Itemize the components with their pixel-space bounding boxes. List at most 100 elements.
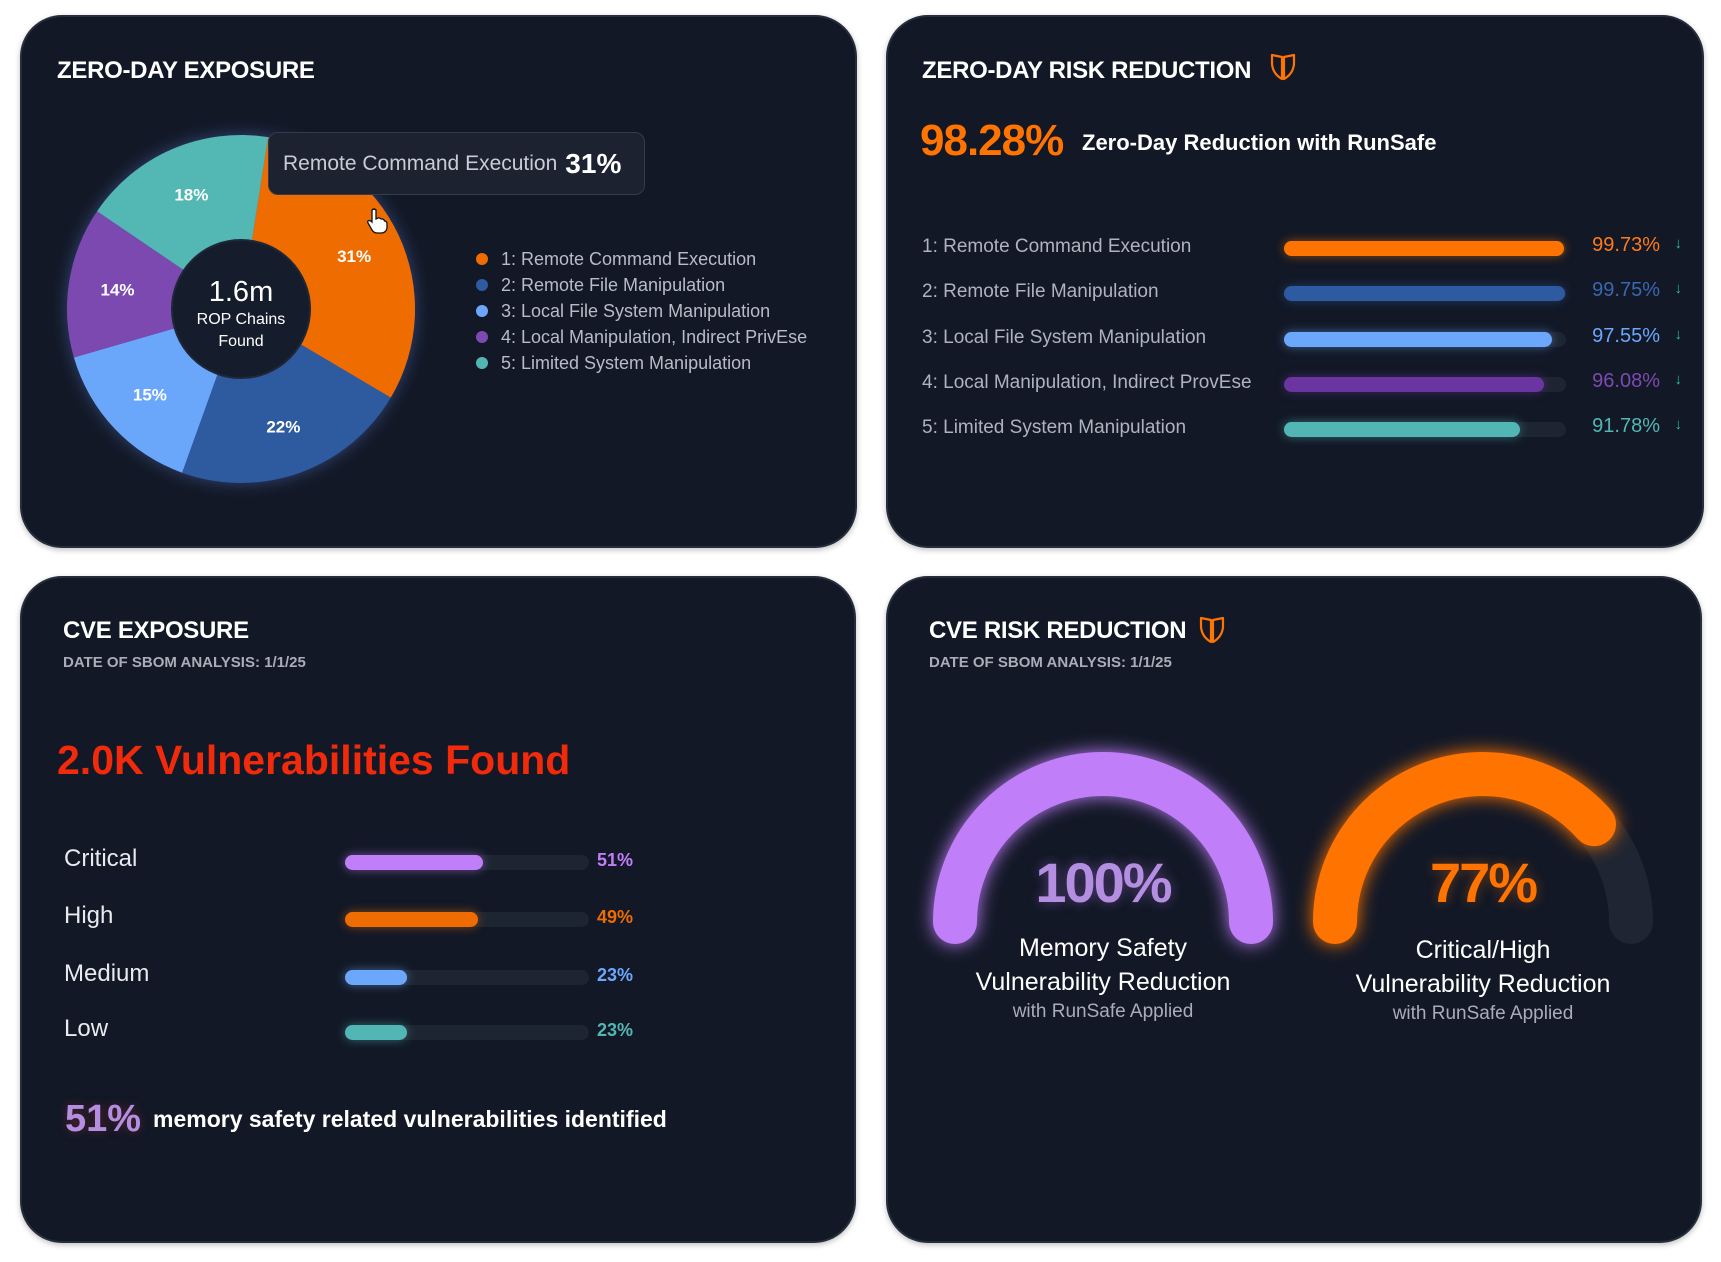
severity-value: 51% [597,850,634,870]
cve-reduction-gauges [933,752,1653,944]
arrow-down-icon: ↓ [1674,235,1683,252]
shield-icon [1199,616,1225,644]
severity-row: Medium 23% [64,960,664,994]
reduction-label: 2: Remote File Manipulation [922,281,1159,302]
arrow-down-icon: ↓ [1674,416,1683,433]
reduction-label: 1: Remote Command Execution [922,236,1192,257]
pie-slice-label: 31% [337,247,371,266]
cve-exposure-card [20,576,856,1243]
zero-day-pie-chart[interactable]: 31% 22% 15% 14% 18% 1.6m ROP Chains Found [41,109,441,509]
legend-label: 5: Limited System Manipulation [501,352,752,373]
gauge-label-line1: Memory Safety [1018,934,1188,962]
arrow-down-icon: ↓ [1674,371,1683,388]
memory-safety-value: 51% [65,1098,142,1140]
severity-bar-fill [345,970,408,985]
gauge-label-line2: Vulnerability Reduction [975,968,1231,996]
reduction-bar-track [1284,377,1566,392]
severity-row: High 49% [64,902,664,936]
pie-slice-label: 15% [133,386,167,405]
reduction-value: 99.73% [1592,234,1660,256]
vulnerabilities-headline: 2.0K Vulnerabilities Found [57,737,571,783]
legend-item[interactable]: 4: Local Manipulation, Indirect PrivEse [476,324,807,350]
severity-value: 49% [597,907,634,927]
gauge-value: 100% [1035,851,1172,914]
legend-item[interactable]: 3: Local File System Manipulation [476,298,807,324]
gauge-label-line1: Critical/High [1415,936,1551,964]
severity-value: 23% [597,965,634,985]
severity-label: Medium [64,960,150,987]
gauge-sublabel: with RunSafe Applied [1012,1001,1194,1022]
reduction-bar-fill [1284,286,1565,301]
reduction-value: 91.78% [1592,415,1660,437]
severity-label: Low [64,1015,109,1042]
cve-risk-reduction-card [886,576,1702,1243]
legend-label: 2: Remote File Manipulation [501,274,726,295]
gauge-arc [1313,752,1617,944]
legend-item[interactable]: 2: Remote File Manipulation [476,272,807,298]
reduction-bar-track [1284,422,1566,437]
reduction-bar-track [1284,286,1566,301]
severity-bar-fill [345,912,478,927]
center-label-1: ROP Chains [197,311,286,328]
cve-reduction-date: DATE OF SBOM ANALYSIS: 1/1/25 [929,654,1172,671]
memory-safety-label: memory safety related vulnerabilities id… [153,1106,667,1132]
tooltip-value: 31% [565,147,622,179]
severity-row: Critical 51% [64,845,664,879]
severity-bar-fill [345,1025,408,1040]
legend-dot-icon [476,331,488,343]
cve-exposure-title: CVE EXPOSURE [63,617,249,644]
cve-exposure-date: DATE OF SBOM ANALYSIS: 1/1/25 [63,654,306,671]
shield-icon [1270,53,1296,81]
reduction-row: 1: Remote Command Execution 99.73% ↓ [922,233,1682,263]
reduction-bar-fill [1284,377,1544,392]
zero-day-headline-label: Zero-Day Reduction with RunSafe [1082,130,1437,155]
legend-item[interactable]: 1: Remote Command Execution [476,246,807,272]
severity-bar-track [345,1025,589,1040]
pie-slice-label: 14% [101,280,135,299]
pie-slice-label: 18% [174,185,208,204]
reduction-bar-track [1284,332,1566,347]
reduction-bar-track [1284,241,1566,256]
reduction-row: 2: Remote File Manipulation 99.75% ↓ [922,278,1682,308]
reduction-value: 97.55% [1592,325,1660,347]
pie-legend: 1: Remote Command Execution 2: Remote Fil… [476,246,807,376]
zero-day-exposure-title: ZERO-DAY EXPOSURE [57,57,315,84]
reduction-value: 99.75% [1592,279,1660,301]
severity-bar-track [345,855,589,870]
severity-label: High [64,902,114,929]
reduction-label: 4: Local Manipulation, Indirect ProvEse [922,372,1252,393]
tooltip-label: Remote Command Execution [283,151,558,175]
gauge-label-line2: Vulnerability Reduction [1355,970,1611,998]
gauge-value: 77% [1429,851,1538,914]
zero-day-risk-reduction-card [886,15,1704,548]
cve-risk-reduction-title: CVE RISK REDUCTION [929,617,1187,644]
center-value: 1.6m [209,276,273,308]
arrow-down-icon: ↓ [1674,326,1683,343]
severity-value: 23% [597,1020,634,1040]
legend-label: 1: Remote Command Execution [501,248,757,269]
severity-bar-track [345,970,589,985]
legend-dot-icon [476,305,488,317]
reduction-bar-fill [1284,241,1565,256]
legend-label: 4: Local Manipulation, Indirect PrivEse [501,326,808,347]
center-label-2: Found [218,333,263,350]
pie-tooltip: Remote Command Execution 31% [268,132,645,195]
reduction-label: 5: Limited System Manipulation [922,417,1187,438]
gauge-sublabel: with RunSafe Applied [1392,1003,1574,1024]
reduction-row: 4: Local Manipulation, Indirect ProvEse 9… [922,369,1682,399]
hand-pointer-icon [367,208,388,234]
legend-label: 3: Local File System Manipulation [501,300,771,321]
reduction-row: 3: Local File System Manipulation 97.55% ↓ [922,324,1682,354]
gauge-arc [933,752,1273,944]
reduction-bar-fill [1284,422,1520,437]
reduction-row: 5: Limited System Manipulation 91.78% ↓ [922,414,1682,444]
reduction-bar-fill [1284,332,1553,347]
severity-row: Low 23% [64,1015,664,1049]
legend-dot-icon [476,279,488,291]
pie-slice-label: 22% [266,418,300,437]
legend-item[interactable]: 5: Limited System Manipulation [476,350,807,376]
legend-dot-icon [476,357,488,369]
severity-label: Critical [64,845,138,872]
severity-bar-fill [345,855,484,870]
reduction-label: 3: Local File System Manipulation [922,327,1207,348]
